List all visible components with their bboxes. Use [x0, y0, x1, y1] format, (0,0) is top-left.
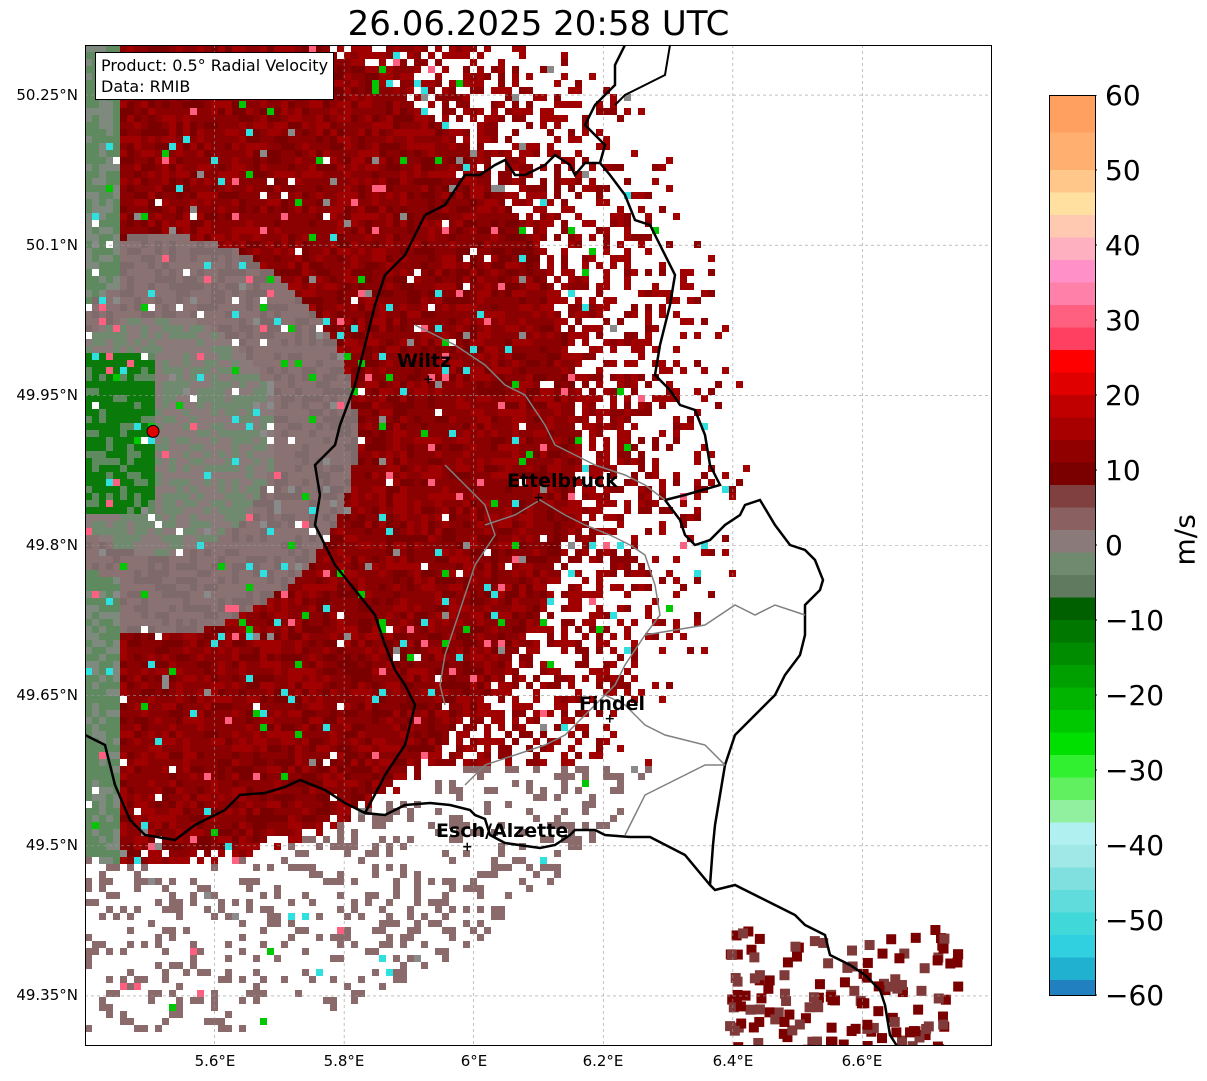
- country-border-west: [313, 214, 427, 814]
- colorbar-band: [1049, 462, 1096, 486]
- colorbar-tick-label: −40: [1105, 829, 1165, 862]
- colorbar-band: [1049, 132, 1096, 171]
- colorbar-band: [1049, 530, 1096, 553]
- colorbar-band: [1049, 260, 1096, 283]
- colorbar-band: [1049, 800, 1096, 823]
- canton-border: [484, 499, 661, 696]
- colorbar-tick-label: 60: [1105, 79, 1141, 112]
- colorbar-band: [1049, 642, 1096, 666]
- canton-border: [644, 604, 806, 636]
- colorbar-band: [1049, 372, 1096, 396]
- colorbar-band: [1049, 485, 1096, 508]
- city-marker: [424, 375, 433, 384]
- colorbar-band: [1049, 215, 1096, 238]
- city-label-ettelbruck: Ettelbruck: [507, 470, 618, 492]
- colorbar-tick-label: 0: [1105, 529, 1123, 562]
- colorbar-tick-label: −20: [1105, 679, 1165, 712]
- colorbar-tick-label: 20: [1105, 379, 1141, 412]
- colorbar-band: [1049, 890, 1096, 913]
- chart-title: 26.06.2025 20:58 UTC: [347, 4, 730, 44]
- lat-tick-label: 49.65°N: [16, 686, 78, 704]
- city-label-wiltz: Wiltz: [397, 350, 452, 372]
- colorbar-tick-label: 10: [1105, 454, 1141, 487]
- colorbar-band: [1049, 935, 1096, 958]
- lat-tick-label: 49.5°N: [25, 836, 78, 854]
- city-marker: [605, 714, 614, 723]
- colorbar-tick-label: −10: [1105, 604, 1165, 637]
- colorbar-band: [1049, 687, 1096, 711]
- country-border-be-lu: [424, 153, 825, 886]
- lat-tick-label: 49.95°N: [16, 386, 78, 404]
- canton-border: [439, 464, 496, 706]
- colorbar-band: [1049, 305, 1096, 328]
- colorbar-band: [1049, 350, 1096, 373]
- colorbar-band: [1049, 755, 1096, 778]
- lon-tick-label: 6°E: [460, 1052, 488, 1070]
- colorbar-band: [1049, 192, 1096, 216]
- colorbar-band: [1049, 867, 1096, 891]
- colorbar-band: [1049, 507, 1096, 531]
- colorbar-tick-label: −30: [1105, 754, 1165, 787]
- colorbar-band: [1049, 620, 1096, 643]
- lat-tick-label: 49.8°N: [25, 536, 78, 554]
- canton-border: [624, 764, 725, 836]
- city-marker: [463, 842, 472, 851]
- lon-tick-label: 5.6°E: [194, 1052, 236, 1070]
- city-label-esch: Esch/Alzette: [436, 820, 569, 842]
- colorbar-band: [1049, 552, 1096, 576]
- colorbar-band: [1049, 417, 1096, 441]
- colorbar-band: [1049, 597, 1096, 621]
- map-canvas: [85, 45, 992, 1046]
- colorbar-band: [1049, 440, 1096, 463]
- canton-border: [414, 324, 666, 501]
- lat-tick-label: 50.1°N: [25, 236, 78, 254]
- lon-tick-label: 6.2°E: [582, 1052, 624, 1070]
- canton-border: [604, 694, 726, 766]
- colorbar-band: [1049, 732, 1096, 756]
- colorbar-tick-label: −60: [1105, 979, 1165, 1012]
- lon-tick-label: 5.8°E: [323, 1052, 365, 1070]
- product-info-box: Product: 0.5° Radial Velocity Data: RMIB: [95, 52, 335, 100]
- product-label: Product: 0.5° Radial Velocity: [101, 56, 329, 75]
- colorbar-band: [1049, 395, 1096, 418]
- colorbar-band: [1049, 575, 1096, 598]
- country-border-north: [583, 45, 627, 164]
- colorbar-band: [1049, 710, 1096, 733]
- colorbar-band: [1049, 237, 1096, 261]
- colorbar-band: [1049, 912, 1096, 936]
- city-marker: [534, 493, 543, 502]
- colorbar-tick-label: 30: [1105, 304, 1141, 337]
- colorbar-band: [1049, 170, 1096, 193]
- colorbar-band: [1049, 980, 1096, 996]
- colorbar: [1049, 95, 1097, 996]
- colorbar-band: [1049, 957, 1096, 981]
- colorbar-band: [1049, 822, 1096, 846]
- lon-tick-label: 6.4°E: [712, 1052, 754, 1070]
- national-border: [85, 733, 899, 1046]
- colorbar-unit-label: m/s: [1168, 514, 1202, 566]
- data-source-label: Data: RMIB: [101, 77, 191, 96]
- canton-border: [464, 694, 606, 786]
- colorbar-band: [1049, 95, 1096, 133]
- colorbar-band: [1049, 845, 1096, 868]
- city-label-findel: Findel: [579, 693, 646, 715]
- lat-tick-label: 50.25°N: [16, 86, 78, 104]
- colorbar-band: [1049, 777, 1096, 801]
- colorbar-tick-label: −50: [1105, 904, 1165, 937]
- plot-frame: [85, 45, 992, 1046]
- colorbar-band: [1049, 665, 1096, 688]
- colorbar-tick-label: 40: [1105, 229, 1141, 262]
- colorbar-tick-label: 50: [1105, 154, 1141, 187]
- country-border-northeast: [614, 45, 671, 106]
- colorbar-band: [1049, 327, 1096, 351]
- radar-map: [85, 45, 992, 1046]
- lat-tick-label: 49.35°N: [16, 986, 78, 1004]
- colorbar-band: [1049, 282, 1096, 306]
- radar-site-marker: [146, 424, 160, 438]
- lon-tick-label: 6.6°E: [841, 1052, 883, 1070]
